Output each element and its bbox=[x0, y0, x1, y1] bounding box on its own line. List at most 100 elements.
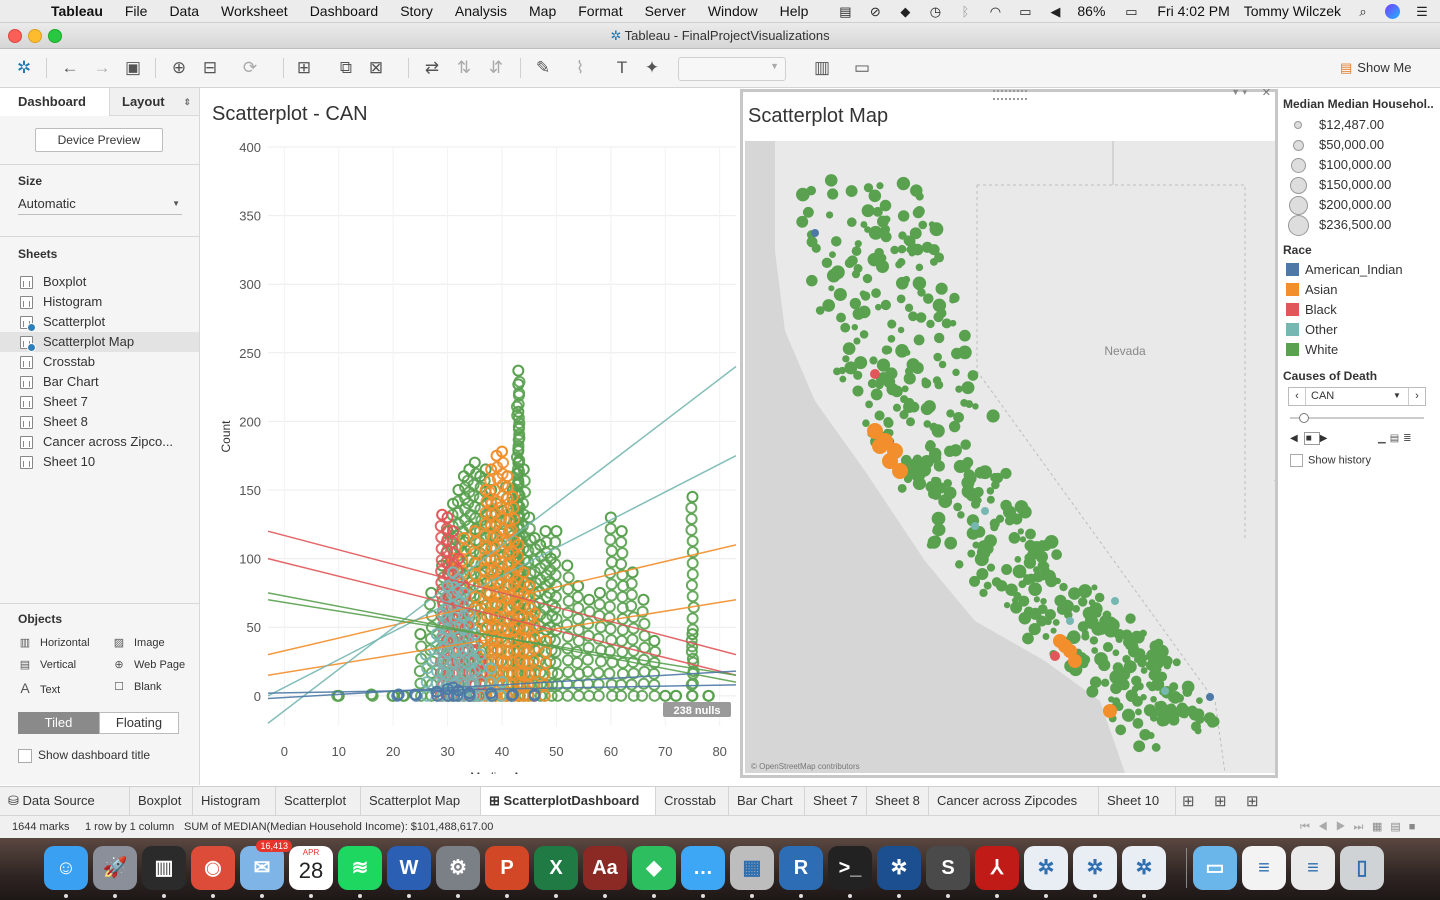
menu-story[interactable]: Story bbox=[400, 3, 433, 19]
pdf-preview-icon[interactable]: ≡ bbox=[1291, 846, 1335, 890]
play-backward-icon[interactable]: ◀ bbox=[1290, 433, 1304, 444]
play-forward-icon[interactable]: ▶ bbox=[1319, 433, 1334, 444]
spotify-icon[interactable]: ≋ bbox=[338, 846, 382, 890]
causes-of-death-filter[interactable]: ‹ CAN ▼ › bbox=[1288, 387, 1426, 406]
menu-help[interactable]: Help bbox=[779, 3, 809, 19]
sheet-tab[interactable]: Crosstab bbox=[656, 787, 729, 815]
menu-worksheet[interactable]: Worksheet bbox=[221, 3, 288, 19]
sheet-item[interactable]: Bar Chart bbox=[0, 372, 199, 392]
spotlight-icon[interactable]: ⌕ bbox=[1359, 4, 1367, 19]
group-icon[interactable]: ⌇ bbox=[575, 58, 585, 77]
next-value-button[interactable]: › bbox=[1408, 388, 1425, 405]
word-icon[interactable]: W bbox=[387, 846, 431, 890]
minimize-window-button[interactable] bbox=[28, 29, 42, 43]
save-icon[interactable]: ▣ bbox=[124, 58, 142, 77]
menu-format[interactable]: Format bbox=[578, 3, 623, 19]
clear-sheet-icon[interactable]: ⊠ bbox=[368, 58, 384, 77]
sheet-tab[interactable]: Histogram bbox=[193, 787, 276, 815]
object-vertical[interactable]: ▤ Vertical bbox=[18, 658, 76, 671]
evernote-icon[interactable]: ◆ bbox=[632, 846, 676, 890]
menu-server[interactable]: Server bbox=[644, 3, 686, 19]
sheet-item[interactable]: Scatterplot bbox=[0, 312, 199, 332]
race-legend-label[interactable]: American_Indian bbox=[1305, 262, 1403, 277]
tableau-icon-1[interactable]: ✲ bbox=[1024, 846, 1068, 890]
show-me-button[interactable]: ▤ Show Me bbox=[1340, 59, 1412, 77]
sheet-item[interactable]: Sheet 7 bbox=[0, 392, 199, 412]
show-cards-icon[interactable]: ▥ bbox=[813, 58, 831, 77]
sourcetree-icon[interactable]: ✲ bbox=[877, 846, 921, 890]
race-legend-label[interactable]: Other bbox=[1305, 322, 1338, 337]
airplay-icon[interactable]: ▭ bbox=[1019, 4, 1032, 19]
speed-fast-icon[interactable]: ≣ bbox=[1403, 433, 1416, 444]
speed-medium-icon[interactable]: ▤ bbox=[1389, 433, 1404, 444]
sheet-tab[interactable]: Sheet 10 bbox=[1099, 787, 1176, 815]
object-web-page[interactable]: ⊕ Web Page bbox=[112, 658, 185, 671]
calculator-icon[interactable]: ▦ bbox=[730, 846, 774, 890]
new-worksheet-icon[interactable]: ⊞ bbox=[296, 58, 312, 77]
mail-icon[interactable]: ✉ 16,413 bbox=[240, 840, 292, 890]
user-name[interactable]: Tommy Wilczek bbox=[1243, 3, 1341, 19]
sheet-tab[interactable]: Bar Chart bbox=[729, 787, 805, 815]
clock[interactable]: Fri 4:02 PM bbox=[1157, 3, 1230, 19]
activity-monitor-icon[interactable]: ▥ bbox=[142, 846, 186, 890]
scatterplot-chart[interactable]: 0 50 100 150 200 250 300 350 400 0 10 20 30 40 50 60 70 8… bbox=[208, 134, 740, 774]
highlight-icon[interactable]: ✎ bbox=[535, 58, 551, 77]
stop-icon[interactable]: ■ bbox=[1303, 432, 1320, 445]
sheet-item[interactable]: Histogram bbox=[0, 292, 199, 312]
race-color-swatch[interactable] bbox=[1286, 283, 1299, 296]
r-icon[interactable]: R bbox=[779, 846, 823, 890]
drag-handle-icon[interactable] bbox=[993, 90, 1027, 100]
tableau-start-icon[interactable]: ✲ bbox=[16, 58, 32, 77]
race-color-swatch[interactable] bbox=[1286, 263, 1299, 276]
sheet-item[interactable]: Boxplot bbox=[0, 272, 199, 292]
sheet-tab[interactable]: ⊞ ScatterplotDashboard bbox=[481, 787, 656, 815]
volume-icon[interactable]: ◀ bbox=[1050, 4, 1061, 19]
block-icon[interactable]: ⊘ bbox=[869, 4, 881, 19]
redo-icon[interactable]: → bbox=[93, 58, 111, 77]
tab-layout[interactable]: Layout ⇕ bbox=[109, 88, 199, 116]
sheet-item[interactable]: Scatterplot Map bbox=[0, 332, 199, 352]
menu-data[interactable]: Data bbox=[169, 3, 200, 19]
menu-window[interactable]: Window bbox=[707, 3, 758, 19]
device-preview-button[interactable]: Device Preview bbox=[35, 128, 163, 152]
sheet-tab[interactable]: Scatterplot Map bbox=[361, 787, 481, 815]
object-image[interactable]: ▨ Image bbox=[112, 636, 165, 649]
sheet-tab[interactable]: Boxplot bbox=[130, 787, 193, 815]
sheet-tab[interactable]: Scatterplot bbox=[276, 787, 361, 815]
evernote-icon[interactable]: ◆ bbox=[900, 4, 911, 19]
battery-icon[interactable]: ▭ bbox=[1125, 4, 1138, 19]
folder-icon[interactable]: ▭ bbox=[1193, 846, 1237, 890]
map-worksheet-frame[interactable]: ▼ ▾ ✕ Scatterplot Map Nevada © OpenStreet… bbox=[740, 87, 1278, 778]
close-window-button[interactable] bbox=[8, 29, 22, 43]
sheet-item[interactable]: Sheet 8 bbox=[0, 412, 199, 432]
labels-icon[interactable]: T bbox=[616, 58, 628, 77]
acrobat-icon[interactable]: ⅄ bbox=[975, 846, 1019, 890]
race-legend-label[interactable]: White bbox=[1305, 342, 1339, 357]
swap-icon[interactable]: ⇄ bbox=[424, 58, 440, 77]
view-mode-icons[interactable]: ▦▤■ bbox=[1372, 821, 1424, 833]
tableau-icon-3[interactable]: ✲ bbox=[1122, 846, 1166, 890]
launchpad-icon[interactable]: 🚀 bbox=[93, 846, 137, 890]
messages-icon[interactable]: … bbox=[681, 846, 725, 890]
calendar-icon[interactable]: APR 28 bbox=[289, 846, 333, 890]
finder-icon[interactable]: ☺ bbox=[44, 846, 88, 890]
speed-controls[interactable]: ▁▤≣ bbox=[1378, 433, 1416, 444]
menu-file[interactable]: File bbox=[124, 3, 148, 19]
more-options-icon[interactable]: ▼ ▾ bbox=[1231, 87, 1247, 97]
race-color-swatch[interactable] bbox=[1286, 303, 1299, 316]
tiled-toggle[interactable]: Tiled bbox=[18, 712, 99, 734]
bluetooth-icon[interactable]: ᛒ bbox=[961, 4, 970, 19]
pause-updates-icon[interactable]: ⊟ bbox=[202, 58, 218, 77]
sheet-item[interactable]: Cancer across Zipco... bbox=[0, 432, 199, 452]
chevron-down-icon[interactable]: ▼ bbox=[1393, 391, 1401, 400]
sheet-nav-icons[interactable]: ⏮◀▶⏭ bbox=[1300, 821, 1372, 833]
document-icon[interactable]: ≡ bbox=[1242, 846, 1286, 890]
new-data-source-icon[interactable]: ⊕ bbox=[171, 58, 187, 77]
trash-icon[interactable]: ▯ bbox=[1340, 846, 1384, 890]
sheet-tab[interactable]: Cancer across Zipcodes bbox=[929, 787, 1099, 815]
docker-icon[interactable]: ▤ bbox=[839, 4, 852, 19]
chrome-icon[interactable]: ◉ bbox=[191, 846, 235, 890]
previous-value-button[interactable]: ‹ bbox=[1289, 388, 1306, 405]
new-dashboard-icon[interactable]: ⊞ bbox=[1214, 793, 1227, 810]
sort-ascending-icon[interactable]: ⇅ bbox=[456, 58, 472, 77]
